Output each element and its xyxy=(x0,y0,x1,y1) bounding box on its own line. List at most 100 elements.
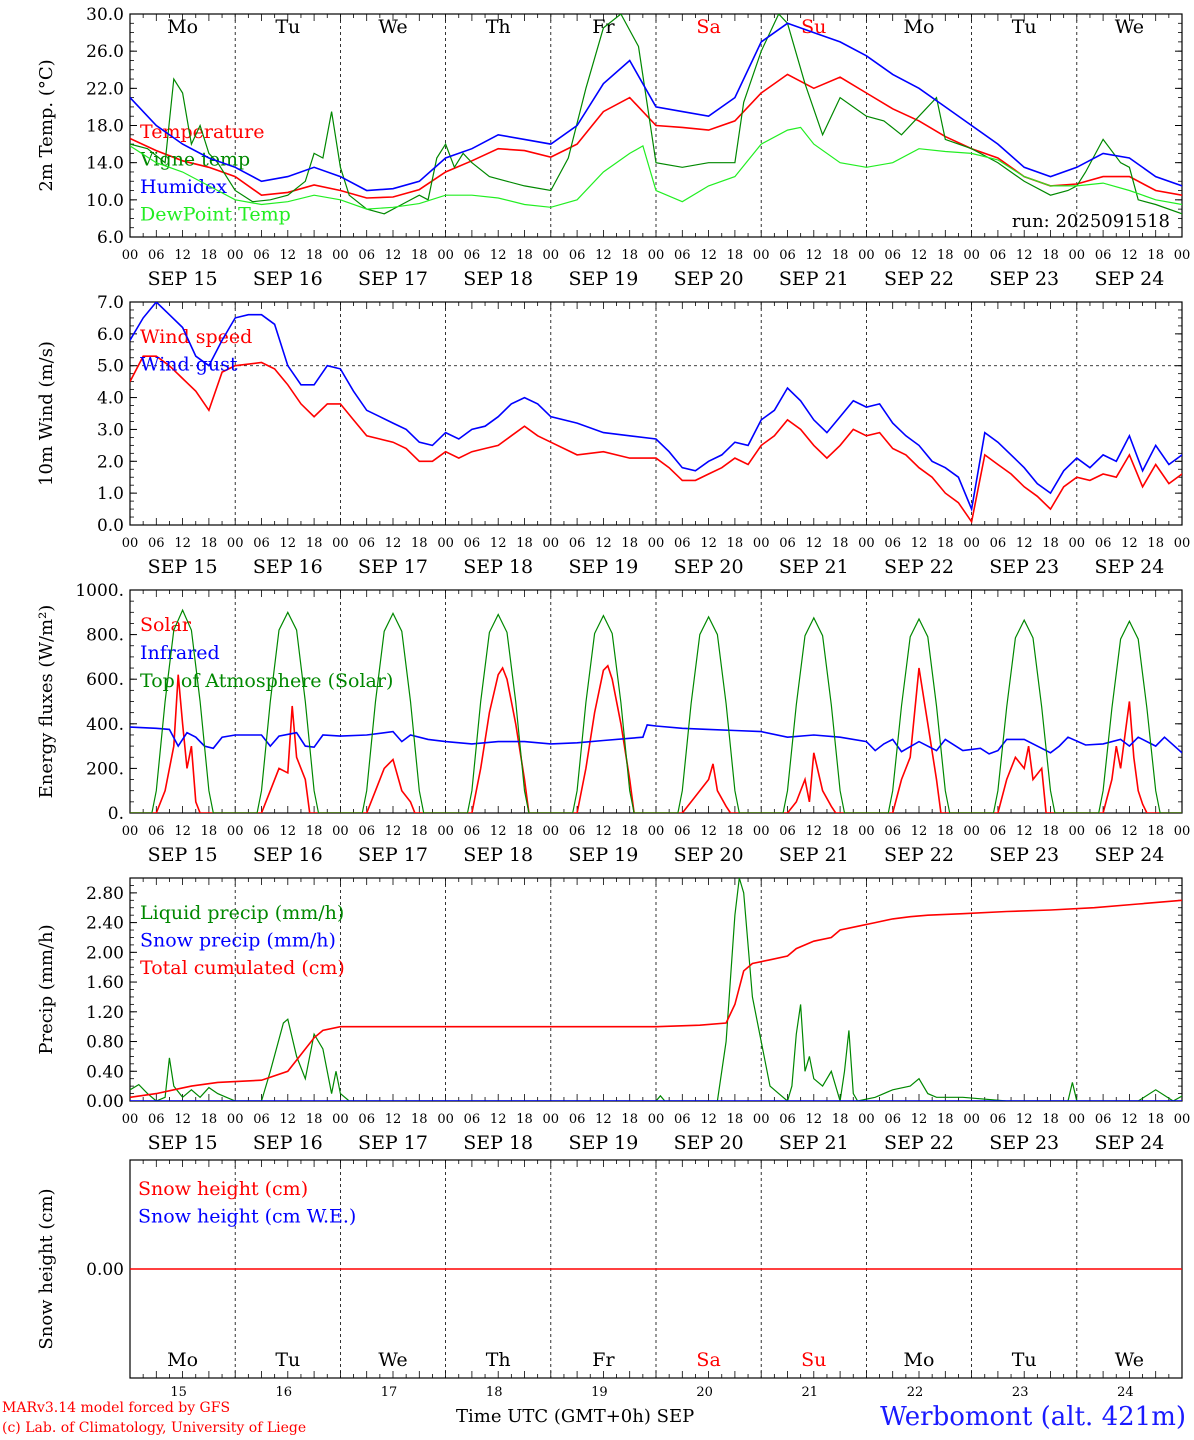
series-top-of-atmosphere-solar--line xyxy=(130,608,1182,813)
date-label: SEP 15 xyxy=(148,1132,218,1154)
y-tick-label: 10.0 xyxy=(86,191,124,211)
hour-label: 18 xyxy=(411,536,428,551)
hour-label: 18 xyxy=(727,248,744,263)
hour-label: 06 xyxy=(148,248,165,263)
hour-label: 00 xyxy=(1174,536,1191,551)
date-label: SEP 16 xyxy=(253,1132,323,1154)
hour-label: 12 xyxy=(1121,248,1138,263)
date-label: SEP 23 xyxy=(989,268,1059,290)
series-dewpoint-temp-line xyxy=(130,126,1182,210)
y-tick-label: 1.20 xyxy=(86,1003,124,1023)
date-label: SEP 18 xyxy=(463,844,533,866)
hour-label: 00 xyxy=(963,536,980,551)
y-tick-label: 1.0 xyxy=(97,484,124,504)
y-tick-label: 800. xyxy=(86,626,124,646)
hour-label: 06 xyxy=(1095,248,1112,263)
hour-label: 12 xyxy=(806,536,823,551)
hour-label: 00 xyxy=(753,248,770,263)
hour-label: 06 xyxy=(674,248,691,263)
hour-label: 12 xyxy=(1121,824,1138,839)
date-label: SEP 19 xyxy=(568,844,638,866)
hour-label: 06 xyxy=(779,536,796,551)
y-tick-label: 7.0 xyxy=(97,293,124,313)
hour-label: 12 xyxy=(595,248,612,263)
legend-entry: Snow precip (mm/h) xyxy=(140,930,336,952)
hour-label: 00 xyxy=(437,1112,454,1127)
date-label: SEP 20 xyxy=(674,268,744,290)
day-number-label: 18 xyxy=(486,1385,503,1400)
hour-label: 00 xyxy=(227,536,244,551)
hour-label: 06 xyxy=(1095,1112,1112,1127)
hour-label: 06 xyxy=(464,1112,481,1127)
date-label: SEP 22 xyxy=(884,556,954,578)
date-label: SEP 23 xyxy=(989,556,1059,578)
hour-label: 18 xyxy=(727,824,744,839)
hour-label: 00 xyxy=(332,824,349,839)
hour-label: 06 xyxy=(148,536,165,551)
hour-label: 06 xyxy=(569,248,586,263)
hour-label: 06 xyxy=(148,1112,165,1127)
hour-label: 06 xyxy=(148,824,165,839)
hour-label: 12 xyxy=(174,536,191,551)
hour-label: 12 xyxy=(700,824,717,839)
hour-label: 12 xyxy=(911,824,928,839)
hour-label: 12 xyxy=(174,248,191,263)
hour-label: 00 xyxy=(227,1112,244,1127)
run-label: run: 2025091518 xyxy=(1012,211,1170,232)
hour-label: 12 xyxy=(911,248,928,263)
hour-label: 18 xyxy=(832,1112,849,1127)
hour-label: 00 xyxy=(122,536,139,551)
y-tick-label: 2.00 xyxy=(86,943,124,963)
hour-label: 00 xyxy=(753,1112,770,1127)
hour-label: 06 xyxy=(779,824,796,839)
hour-label: 00 xyxy=(963,824,980,839)
hour-label: 00 xyxy=(648,1112,665,1127)
date-label: SEP 16 xyxy=(253,844,323,866)
y-axis-title: Snow height (cm) xyxy=(36,1188,57,1349)
legend-entry: Liquid precip (mm/h) xyxy=(140,902,344,924)
y-tick-label: 1000. xyxy=(75,581,124,601)
hour-label: 06 xyxy=(990,248,1007,263)
hour-label: 06 xyxy=(884,248,901,263)
hour-label: 18 xyxy=(201,824,218,839)
y-axis-title: 2m Temp. (°C) xyxy=(36,59,57,191)
date-label: SEP 15 xyxy=(148,268,218,290)
y-tick-label: 200. xyxy=(86,759,124,779)
y-tick-label: 4.0 xyxy=(97,389,124,409)
date-label: SEP 21 xyxy=(779,556,849,578)
hour-label: 18 xyxy=(516,248,533,263)
weekday-label: Mo xyxy=(904,1349,935,1371)
day-number-label: 23 xyxy=(1012,1385,1029,1400)
hour-label: 18 xyxy=(621,248,638,263)
hour-label: 06 xyxy=(884,1112,901,1127)
y-tick-label: 600. xyxy=(86,670,124,690)
weekday-label: Mo xyxy=(167,16,198,38)
hour-label: 12 xyxy=(385,824,402,839)
hour-label: 06 xyxy=(358,824,375,839)
hour-label: 12 xyxy=(280,824,297,839)
legend-entry: Humidex xyxy=(140,176,227,198)
hour-label: 18 xyxy=(1042,824,1059,839)
hour-label: 00 xyxy=(122,248,139,263)
hour-label: 06 xyxy=(253,536,270,551)
weekday-label: Fr xyxy=(592,1349,615,1371)
legend-entry: Solar xyxy=(140,614,192,636)
date-label: SEP 16 xyxy=(253,268,323,290)
hour-label: 18 xyxy=(937,1112,954,1127)
date-label: SEP 21 xyxy=(779,1132,849,1154)
hour-label: 18 xyxy=(937,248,954,263)
hour-label: 06 xyxy=(464,248,481,263)
hour-label: 12 xyxy=(490,536,507,551)
legend-entry: Vigne temp xyxy=(139,149,250,171)
hour-label: 18 xyxy=(411,1112,428,1127)
y-tick-label: 0. xyxy=(108,804,124,824)
date-label: SEP 16 xyxy=(253,556,323,578)
y-tick-label: 2.0 xyxy=(97,452,124,472)
series-total-cumulated-cm--line xyxy=(130,899,1182,1099)
day-number-label: 20 xyxy=(696,1385,713,1400)
hour-label: 18 xyxy=(1042,248,1059,263)
hour-label: 06 xyxy=(358,536,375,551)
series-liquid-precip-mm-h--line xyxy=(130,878,1182,1101)
panel-2: 0.0 1.0 2.0 3.0 4.0 5.0 6.0 7.0 10m Wind (m/s) 00… xyxy=(36,293,1191,578)
day-number-label: 22 xyxy=(907,1385,924,1400)
